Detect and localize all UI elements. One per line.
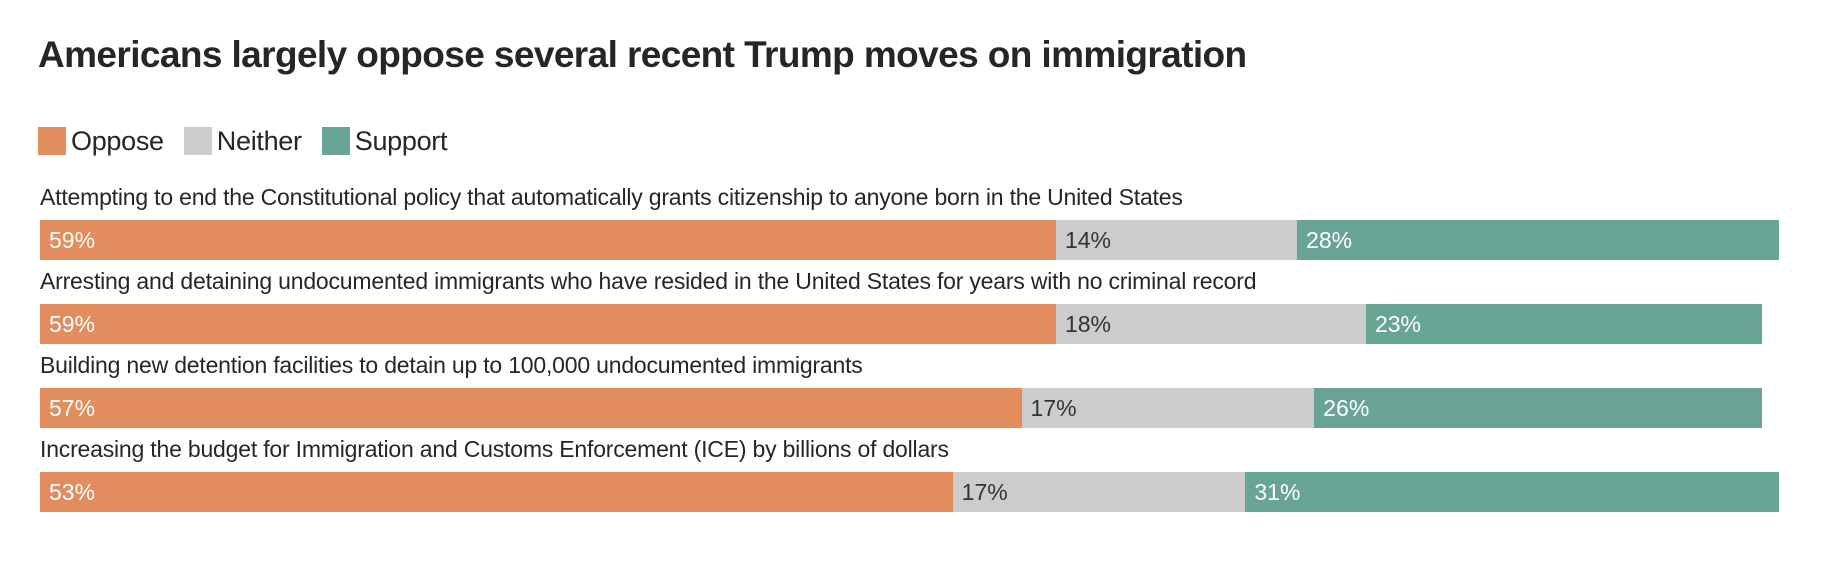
data-label-neither: 17%: [1030, 395, 1077, 421]
bar-segment-support: [1245, 472, 1780, 512]
bar-segment-oppose: [40, 472, 953, 512]
bar-segment-neither: [952, 472, 1246, 512]
bar-segment-neither: [1021, 388, 1315, 428]
data-label-support: 28%: [1306, 227, 1353, 253]
legend-swatch-support: [321, 127, 350, 155]
row-label: Building new detention facilities to det…: [40, 352, 863, 378]
bar-segment-support: [1365, 304, 1762, 344]
data-label-support: 23%: [1374, 311, 1421, 337]
row-label: Attempting to end the Constitutional pol…: [40, 184, 1183, 210]
data-label-oppose: 59%: [49, 227, 96, 253]
data-label-neither: 17%: [961, 479, 1008, 505]
bar-segment-oppose: [40, 304, 1056, 344]
legend-swatch-neither: [183, 127, 212, 155]
data-label-neither: 14%: [1064, 227, 1112, 253]
bar-segment-support: [1314, 388, 1762, 428]
legend-item-neither: Neither: [183, 125, 302, 157]
row-label: Arresting and detaining undocumented imm…: [40, 268, 1257, 294]
legend-label-support: Support: [354, 125, 448, 156]
legend-item-support: Support: [321, 125, 448, 157]
bar-segment-support: [1297, 220, 1780, 260]
legend-label-neither: Neither: [216, 125, 302, 156]
legend-swatch-oppose: [38, 127, 66, 155]
bar-segment-oppose: [40, 220, 1056, 260]
data-label-support: 31%: [1254, 479, 1301, 505]
data-label-oppose: 59%: [49, 311, 96, 337]
data-label-oppose: 57%: [49, 395, 96, 421]
row-label: Increasing the budget for Immigration an…: [40, 436, 949, 462]
data-label-support: 26%: [1323, 395, 1370, 421]
legend-item-oppose: Oppose: [38, 126, 164, 157]
legend: Oppose Neither Support: [38, 126, 467, 156]
bar-segment-oppose: [40, 388, 1022, 428]
data-label-neither: 18%: [1064, 311, 1112, 337]
legend-label-oppose: Oppose: [71, 125, 164, 156]
bar-segment-neither: [1055, 304, 1366, 344]
chart-title: Americans largely oppose several recent …: [38, 34, 1247, 75]
data-label-oppose: 53%: [49, 479, 96, 505]
bar-segment-neither: [1055, 220, 1298, 260]
